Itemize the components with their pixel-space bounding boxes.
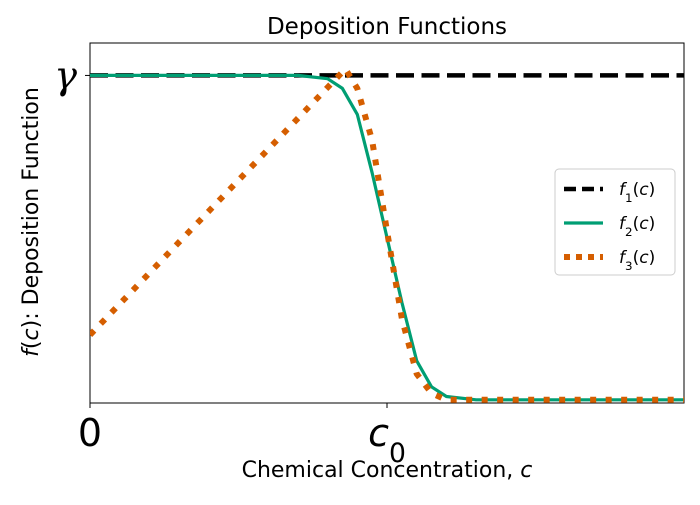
legend-label-2: f2(c)	[619, 214, 655, 239]
legend-box	[554, 168, 676, 276]
series-line-3	[90, 65, 684, 403]
axis-ticks: 0 c0 γ	[54, 53, 406, 468]
x-tick-label: 0	[78, 411, 102, 455]
x-tick-label: c0	[368, 411, 406, 469]
x-axis-label: Chemical Concentration, c	[242, 458, 533, 483]
legend: f1(c) f2(c) f3(c)	[554, 168, 676, 276]
legend-label-1: f1(c)	[619, 180, 655, 205]
legend-label-3: f3(c)	[619, 248, 655, 273]
y-tick-label: γ	[54, 53, 77, 97]
chart-title: Deposition Functions	[267, 14, 507, 40]
y-axis-label: f(c): Deposition Function	[19, 87, 44, 357]
